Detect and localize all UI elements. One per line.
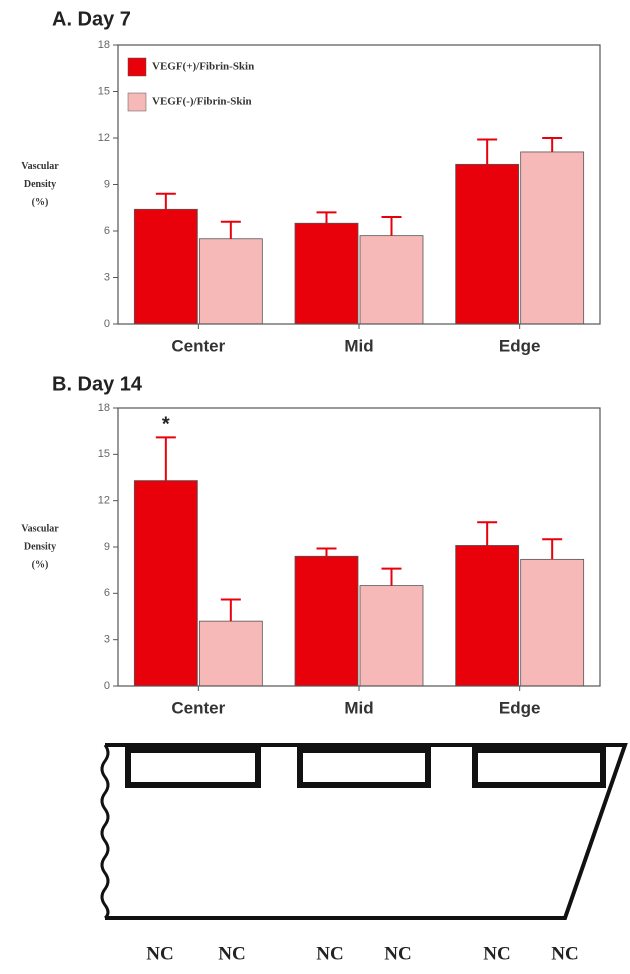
y-axis-label: Density bbox=[24, 179, 56, 190]
bar bbox=[134, 481, 197, 686]
zone-label: NC bbox=[146, 943, 173, 964]
zone-label: NC bbox=[483, 943, 510, 964]
error-bar bbox=[317, 212, 337, 223]
y-axis-label: Vascular bbox=[21, 161, 59, 172]
y-tick-label: 0 bbox=[104, 318, 110, 330]
error-bar bbox=[477, 522, 497, 545]
bar bbox=[199, 239, 262, 324]
bar bbox=[521, 559, 584, 686]
x-tick-label: Mid bbox=[344, 336, 373, 355]
error-bar bbox=[156, 437, 176, 480]
bar bbox=[456, 545, 519, 686]
bar bbox=[521, 152, 584, 324]
x-tick-label: Mid bbox=[344, 698, 373, 717]
bar bbox=[360, 236, 423, 324]
error-bar bbox=[156, 194, 176, 210]
x-tick-label: Center bbox=[171, 336, 225, 355]
y-tick-label: 3 bbox=[104, 271, 110, 283]
zone-label: NC bbox=[551, 943, 578, 964]
error-bar bbox=[542, 539, 562, 559]
y-axis-label: Density bbox=[24, 541, 56, 552]
y-tick-label: 3 bbox=[104, 634, 110, 646]
figure: A. Day 7 Vascular Density (%) 0 3 6 9 12 15 18 Cent… bbox=[0, 0, 630, 974]
y-axis-label: (%) bbox=[32, 197, 49, 208]
y-tick-label: 9 bbox=[104, 178, 110, 190]
sample-box bbox=[475, 750, 603, 785]
zone-label: NC bbox=[384, 943, 411, 964]
y-tick-label: 15 bbox=[98, 85, 110, 97]
zone-label: NC bbox=[316, 943, 343, 964]
chart-title: A. Day 7 bbox=[52, 8, 131, 30]
error-bar bbox=[382, 217, 402, 236]
bar bbox=[295, 223, 358, 324]
wound-outline bbox=[105, 745, 625, 918]
y-tick-label: 15 bbox=[98, 448, 110, 460]
y-tick-label: 6 bbox=[104, 587, 110, 599]
error-bar bbox=[382, 569, 402, 586]
y-tick-label: 12 bbox=[98, 495, 110, 507]
annotation: * bbox=[162, 414, 170, 436]
y-tick-label: 18 bbox=[98, 402, 110, 414]
bar bbox=[134, 209, 197, 324]
wavy-edge bbox=[102, 745, 108, 918]
bar bbox=[295, 556, 358, 686]
legend-label: VEGF(+)/Fibrin-Skin bbox=[152, 61, 254, 73]
y-axis-label: Vascular bbox=[21, 523, 59, 534]
zone-label: NC bbox=[218, 943, 245, 964]
bar bbox=[360, 586, 423, 686]
y-tick-label: 12 bbox=[98, 132, 110, 144]
y-tick-label: 0 bbox=[104, 680, 110, 692]
y-tick-label: 9 bbox=[104, 541, 110, 553]
y-axis-label: (%) bbox=[32, 559, 49, 570]
x-tick-label: Edge bbox=[499, 698, 541, 717]
sample-box bbox=[128, 750, 258, 785]
y-tick-label: 6 bbox=[104, 225, 110, 237]
chart-title: B. Day 14 bbox=[52, 373, 143, 395]
bar bbox=[199, 621, 262, 686]
x-tick-label: Edge bbox=[499, 336, 541, 355]
error-bar bbox=[221, 222, 241, 239]
error-bar bbox=[221, 600, 241, 622]
legend-swatch bbox=[128, 58, 146, 76]
x-tick-label: Center bbox=[171, 698, 225, 717]
error-bar bbox=[477, 140, 497, 165]
error-bar bbox=[317, 549, 337, 557]
legend-label: VEGF(-)/Fibrin-Skin bbox=[152, 96, 252, 108]
error-bar bbox=[542, 138, 562, 152]
sample-box bbox=[300, 750, 428, 785]
bar bbox=[456, 164, 519, 324]
y-tick-label: 18 bbox=[98, 39, 110, 51]
legend-swatch bbox=[128, 93, 146, 111]
